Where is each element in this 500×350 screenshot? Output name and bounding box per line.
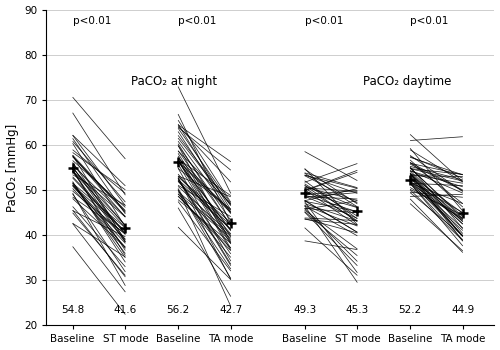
Text: 54.8: 54.8 [61,304,84,315]
Text: 49.3: 49.3 [293,304,316,315]
Text: 41.6: 41.6 [114,304,137,315]
Text: p<0.01: p<0.01 [410,16,449,26]
Text: p<0.01: p<0.01 [304,16,343,26]
Text: 45.3: 45.3 [346,304,369,315]
Text: PaCO₂ at night: PaCO₂ at night [130,75,217,88]
Text: PaCO₂ daytime: PaCO₂ daytime [362,75,451,88]
Text: 56.2: 56.2 [166,304,190,315]
Text: 52.2: 52.2 [398,304,421,315]
Text: 44.9: 44.9 [451,304,474,315]
Y-axis label: PaCO₂ [mmHg]: PaCO₂ [mmHg] [6,123,18,212]
Text: p<0.01: p<0.01 [72,16,111,26]
Text: 42.7: 42.7 [219,304,242,315]
Text: p<0.01: p<0.01 [178,16,216,26]
